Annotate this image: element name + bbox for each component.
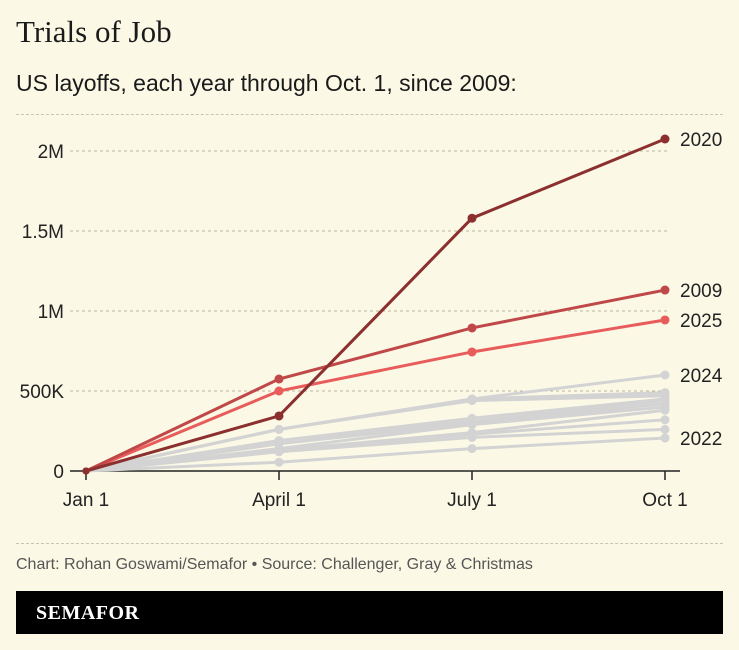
y-tick-label: 0 — [53, 462, 64, 483]
data-point — [467, 347, 477, 357]
data-point — [274, 457, 284, 467]
data-point — [660, 433, 670, 443]
divider — [16, 543, 723, 544]
y-tick-label: 500K — [20, 382, 65, 403]
series-line — [85, 399, 666, 473]
data-point — [274, 447, 284, 457]
x-tick-label: Jan 1 — [63, 490, 109, 511]
series-line — [85, 137, 666, 473]
series-label: 2024 — [680, 366, 723, 387]
divider — [16, 114, 723, 115]
series-label: 2009 — [680, 281, 722, 302]
y-tick-label: 2M — [38, 142, 64, 163]
data-point — [467, 213, 477, 223]
chart-title: Trials of Job — [16, 14, 172, 49]
series-line — [85, 402, 666, 473]
chart-subtitle: US layoffs, each year through Oct. 1, si… — [16, 70, 517, 96]
series-line — [85, 373, 666, 473]
data-point — [467, 432, 477, 442]
x-tick-label: April 1 — [252, 490, 306, 511]
data-point — [660, 134, 670, 144]
x-tick-label: July 1 — [447, 490, 497, 511]
y-tick-label: 1.5M — [22, 222, 64, 243]
y-tick-label: 1M — [38, 302, 64, 323]
data-point — [660, 424, 670, 434]
data-point — [467, 323, 477, 333]
series-label: 2022 — [680, 429, 722, 450]
data-point — [660, 370, 670, 380]
data-point — [660, 405, 670, 415]
x-tick-label: Oct 1 — [642, 490, 687, 511]
data-point — [82, 467, 90, 475]
data-point — [467, 444, 477, 454]
series-label: 2025 — [680, 311, 722, 332]
data-point — [660, 285, 670, 295]
series-line — [85, 318, 666, 473]
series-line — [85, 427, 666, 473]
data-point — [467, 420, 477, 430]
source-note: Chart: Rohan Goswami/Semafor • Source: C… — [16, 556, 533, 573]
data-point — [274, 386, 284, 396]
data-point — [274, 374, 284, 384]
series-line — [85, 288, 666, 473]
series-line — [85, 436, 666, 473]
data-point — [274, 424, 284, 434]
data-point — [274, 411, 284, 421]
brand-footer: SEMAFOR — [16, 591, 723, 634]
data-point — [660, 315, 670, 325]
data-point — [660, 415, 670, 425]
line-chart: 0 500K 1M 1.5M 2M Jan 1 April 1 July 1 Oct 1 2022… — [20, 130, 723, 511]
data-point — [467, 394, 477, 404]
series-label: 2020 — [680, 130, 722, 151]
semafor-logo: SEMAFOR — [36, 602, 140, 624]
